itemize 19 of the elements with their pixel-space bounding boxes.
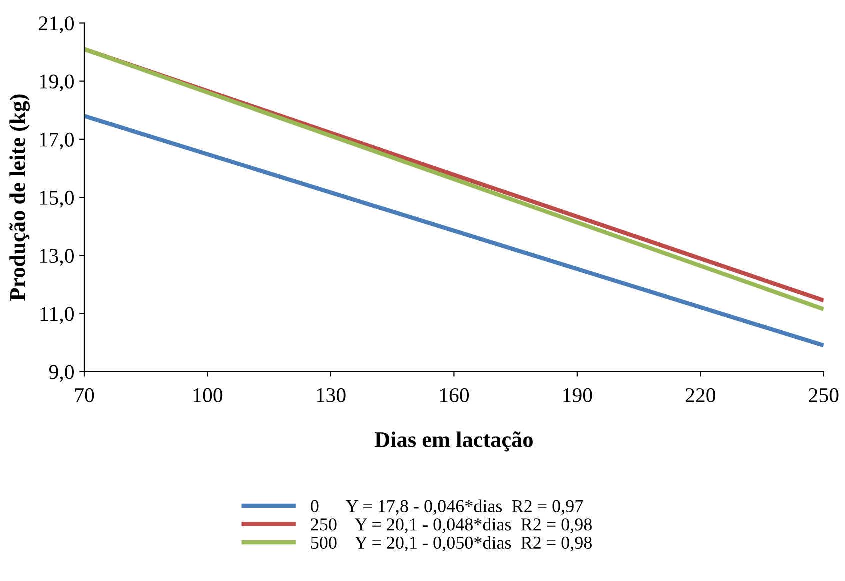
legend-label: 500 Y = 20,1 - 0,050*dias R2 = 0,98 bbox=[311, 536, 592, 552]
legend-label: 250 Y = 20,1 - 0,048*dias R2 = 0,98 bbox=[311, 518, 592, 534]
x-tick-label: 100 bbox=[194, 388, 223, 402]
y-tick-label: 11,0 bbox=[40, 307, 74, 324]
y-tick-label: 17,0 bbox=[40, 132, 74, 150]
x-tick-label: 190 bbox=[564, 388, 592, 402]
x-tick-label: 220 bbox=[686, 388, 716, 402]
x-tick-label: 250 bbox=[809, 388, 839, 402]
y-tick-label: 9,0 bbox=[49, 365, 74, 382]
y-tick-label: 21,0 bbox=[39, 16, 74, 34]
x-tick-label: 160 bbox=[440, 388, 470, 402]
legend-label: 0 Y = 17,8 - 0,046*dias R2 = 0,97 bbox=[311, 500, 584, 516]
x-axis-title: Dias em lactação bbox=[374, 432, 533, 452]
y-axis-title: Produção de leite (kg) bbox=[10, 94, 30, 301]
x-tick-label: 130 bbox=[317, 388, 346, 402]
y-tick-label: 13,0 bbox=[40, 249, 74, 266]
x-tick-label: 70 bbox=[75, 388, 94, 402]
y-tick-label: 19,0 bbox=[40, 74, 74, 92]
y-tick-label: 15,0 bbox=[40, 190, 74, 208]
